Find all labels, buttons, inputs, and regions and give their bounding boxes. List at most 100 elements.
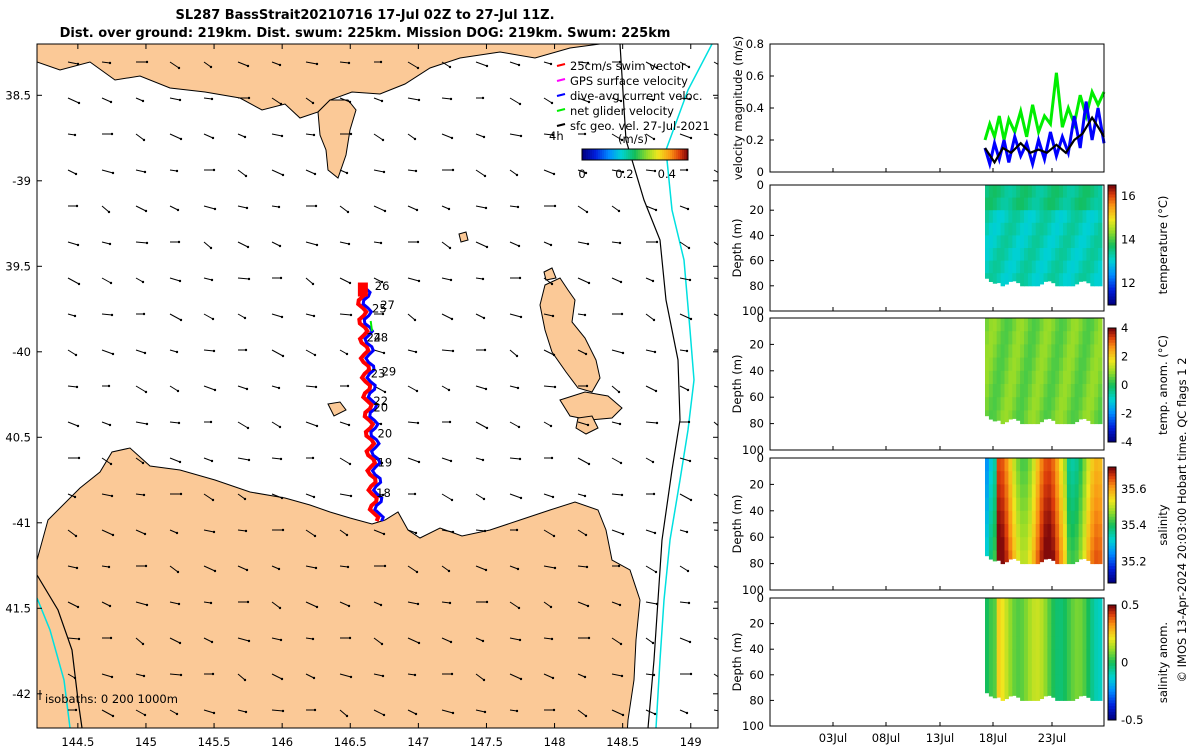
- geo-velocity-arrowhead: [720, 427, 722, 429]
- geo-velocity-arrow: [373, 133, 384, 141]
- map-colorbar-cell: [646, 149, 649, 160]
- colorbar-cell: [1108, 574, 1116, 578]
- geo-velocity-arrowhead: [311, 456, 315, 460]
- heatmap-cell: [1043, 510, 1048, 525]
- heatmap-cell: [1008, 524, 1013, 538]
- heatmap-cell: [1086, 674, 1091, 689]
- heatmap-cell: [1047, 273, 1052, 282]
- geo-velocity-arrowhead: [586, 242, 590, 246]
- heatmap-cell: [1090, 331, 1095, 345]
- colorbar-cell: [1108, 430, 1116, 434]
- geo-velocity-arrow: [407, 61, 419, 69]
- geo-velocity-arrow: [135, 385, 147, 393]
- geo-velocity-arrowhead: [448, 420, 452, 424]
- heatmap-cell: [1078, 510, 1083, 525]
- heatmap-cell: [1004, 370, 1009, 385]
- heatmap-cell: [1078, 537, 1083, 551]
- heatmap-cell: [1020, 318, 1025, 332]
- heatmap-cell: [1000, 370, 1005, 385]
- geo-velocity-arrow: [373, 205, 386, 212]
- colorbar-cell: [1108, 613, 1116, 617]
- geo-velocity-arrow: [475, 385, 487, 390]
- geo-velocity-arrow: [611, 169, 624, 173]
- geo-velocity-arrowhead: [210, 459, 214, 463]
- colorbar-cell: [1108, 699, 1116, 704]
- geo-velocity-arrowhead: [107, 384, 111, 388]
- heatmap-cell: [1074, 537, 1080, 551]
- heatmap-cell: [1035, 260, 1041, 274]
- geo-velocity-arrow: [611, 457, 622, 464]
- heatmap-cell: [1059, 458, 1064, 472]
- map-colorbar-cell: [644, 149, 647, 160]
- geo-velocity-arrow: [135, 205, 147, 212]
- heatmap-cell: [1043, 484, 1048, 499]
- colorbar-cell: [1108, 387, 1116, 392]
- velocity-y-tick-label: 0.2: [746, 133, 764, 147]
- heatmap-cell: [1020, 537, 1025, 551]
- colorbar-cell: [1108, 639, 1116, 643]
- heatmap-cell: [1051, 497, 1056, 512]
- geo-velocity-arrow: [509, 349, 518, 357]
- geo-velocity-arrow: [577, 97, 590, 103]
- geo-velocity-arrowhead: [346, 210, 350, 214]
- heatmap-cell: [1031, 623, 1037, 637]
- heatmap-cell: [1094, 370, 1099, 385]
- colorbar-label: salinity: [1156, 504, 1170, 545]
- geo-velocity-arrowhead: [585, 565, 589, 569]
- heatmap-cell: [1063, 197, 1068, 211]
- geo-velocity-arrow: [543, 493, 554, 498]
- geo-velocity-arrow: [679, 241, 690, 249]
- heatmap-cell: [1051, 537, 1056, 551]
- colorbar-cell: [1108, 293, 1116, 297]
- heatmap-cell: [1031, 397, 1037, 411]
- heatmap-cell: [1055, 318, 1060, 332]
- colorbar-cell: [1108, 367, 1116, 372]
- heatmap-cell: [1031, 649, 1037, 663]
- geo-velocity-arrowhead: [381, 493, 385, 497]
- heatmap-cell: [1051, 222, 1056, 236]
- geo-velocity-arrow: [441, 61, 451, 68]
- heatmap-cell: [1066, 370, 1072, 385]
- heatmap-cell: [1027, 384, 1033, 398]
- geo-velocity-arrow: [271, 241, 281, 247]
- heatmap-cell: [985, 384, 990, 398]
- geo-velocity-arrow: [509, 457, 521, 460]
- heatmap-cell: [1035, 273, 1041, 287]
- heatmap-cell: [1024, 510, 1029, 525]
- heatmap-cell: [1012, 248, 1017, 262]
- heatmap-cell: [1070, 260, 1076, 274]
- heatmap-cell: [1000, 674, 1005, 689]
- heatmap-cell: [1047, 636, 1052, 650]
- heatmap-cell: [1031, 384, 1037, 398]
- colorbar-frame: [1107, 604, 1117, 721]
- heatmap-cell: [1047, 598, 1052, 612]
- geo-velocity-arrow: [271, 457, 282, 460]
- heatmap-cell: [1074, 370, 1080, 385]
- heatmap-cell: [1094, 623, 1099, 637]
- heatmap-cell: [1055, 248, 1060, 262]
- heatmap-cell: [1094, 537, 1099, 551]
- heatmap-cell: [988, 484, 994, 499]
- geo-velocity-arrow: [237, 385, 248, 390]
- heatmap-cell: [1098, 185, 1103, 199]
- heatmap-cell: [1074, 210, 1080, 224]
- geo-velocity-arrow: [679, 61, 690, 68]
- heatmap-cell: [1074, 260, 1080, 274]
- geo-velocity-arrowhead: [312, 133, 316, 137]
- geo-velocity-arrow: [67, 637, 80, 640]
- heatmap-cell: [1098, 397, 1103, 411]
- geo-velocity-arrowhead: [449, 278, 453, 282]
- heatmap-cell: [1082, 497, 1087, 512]
- legend-swatch: [556, 93, 566, 97]
- heatmap-cell: [1066, 662, 1072, 676]
- heatmap-cell: [992, 458, 998, 472]
- geo-velocity-arrow: [169, 277, 181, 282]
- heatmap-cell: [1047, 397, 1052, 411]
- geo-velocity-arrowhead: [483, 174, 487, 178]
- heatmap-cell: [1078, 598, 1083, 612]
- geo-velocity-arrowhead: [143, 351, 147, 355]
- heatmap-cell: [1051, 248, 1056, 262]
- heatmap-cell: [1055, 384, 1060, 398]
- heatmap-cell: [1000, 524, 1005, 538]
- colorbar-cell: [1108, 424, 1116, 429]
